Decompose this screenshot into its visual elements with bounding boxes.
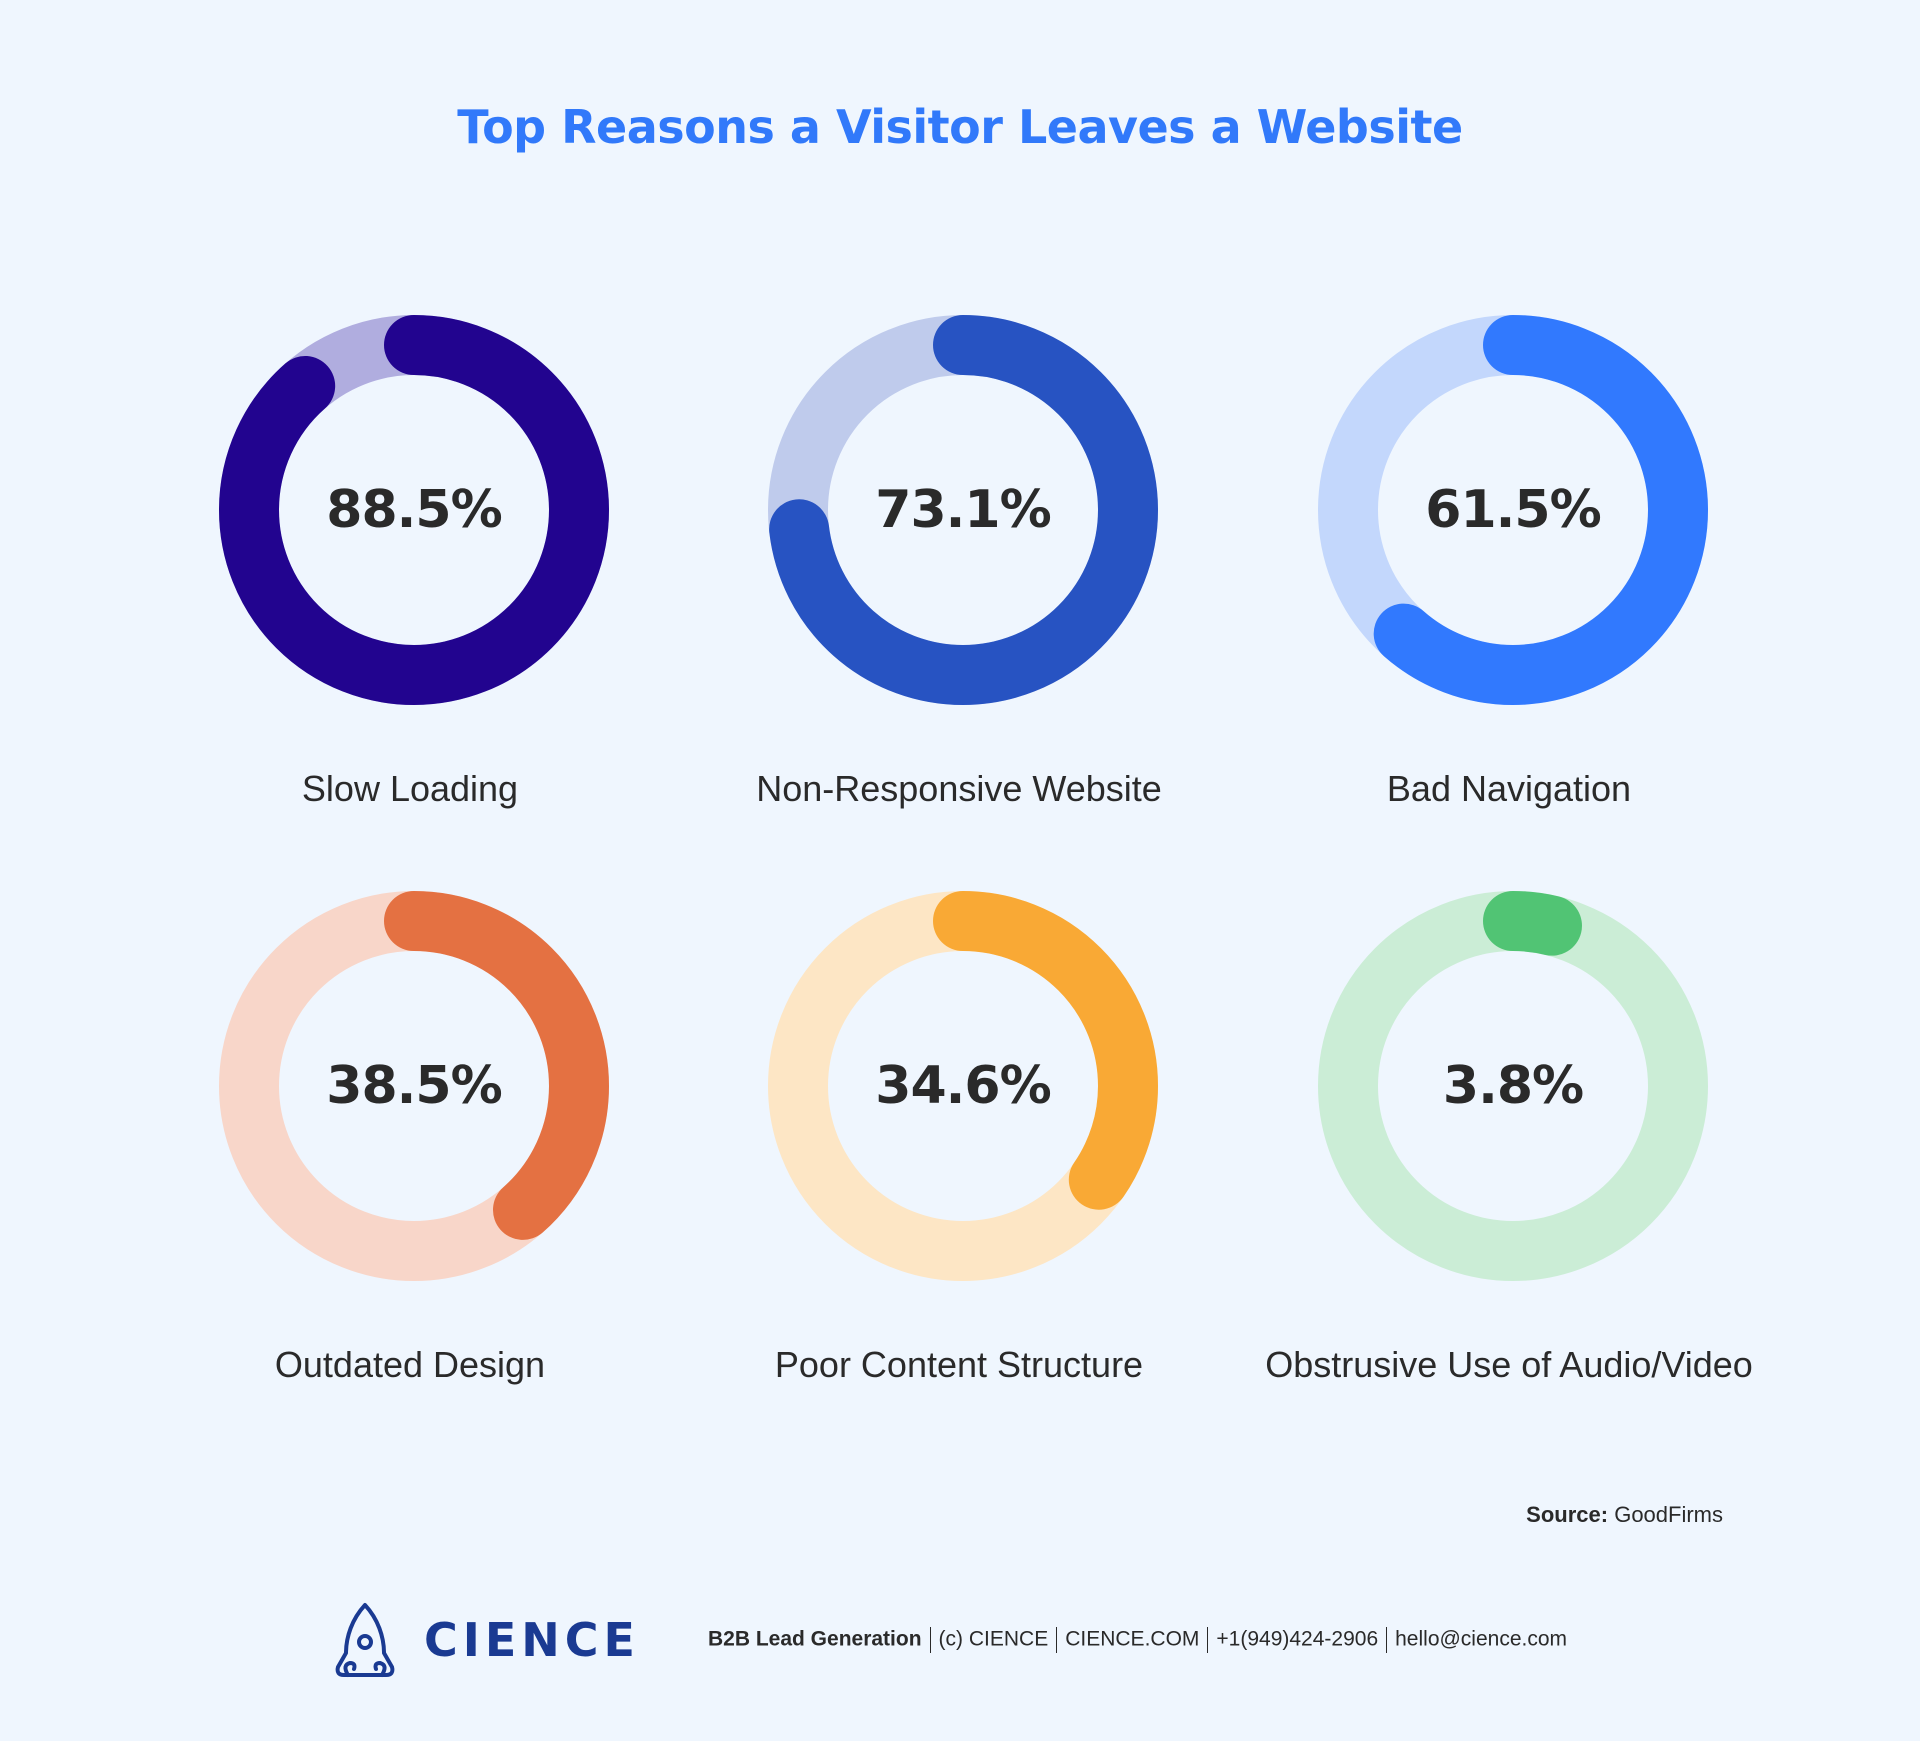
footer-phone[interactable]: +1(949)424-2906 <box>1216 1627 1379 1651</box>
footer: CIENCE B2B Lead Generation (c) CIENCE CIEN… <box>330 1600 1567 1680</box>
donut-ring-icon <box>1318 315 1708 705</box>
percent-value: 61.5% <box>1425 480 1601 540</box>
donut-ring-icon <box>768 315 1158 705</box>
percent-value: 3.8% <box>1442 1056 1584 1116</box>
percent-value: 88.5% <box>326 480 502 540</box>
brand-logo: CIENCE <box>330 1601 640 1679</box>
donut-outdated-design: 38.5% <box>214 886 614 1286</box>
divider <box>1207 1627 1209 1653</box>
donut-obstrusive-media: 3.8% <box>1313 886 1713 1286</box>
percent-value: 34.6% <box>875 1056 1051 1116</box>
label-poor-content: Poor Content Structure <box>774 1344 1144 1385</box>
percent-value: 38.5% <box>326 1056 502 1116</box>
rocket-icon <box>335 1603 395 1677</box>
donut-ring-icon <box>1318 891 1708 1281</box>
donut-ring-icon <box>768 891 1158 1281</box>
percent-value: 73.1% <box>875 480 1051 540</box>
label-outdated-design: Outdated Design <box>274 1344 546 1385</box>
source-note: Source: GoodFirms <box>1526 1502 1723 1528</box>
label-slow-loading: Slow Loading <box>301 768 519 809</box>
footer-info: B2B Lead Generation (c) CIENCE CIENCE.COM +… <box>708 1627 1567 1653</box>
source-name: GoodFirms <box>1614 1502 1723 1527</box>
label-non-responsive: Non-Responsive Website <box>756 768 1162 809</box>
donut-poor-content: 34.6% <box>763 886 1163 1286</box>
chart-title: Top Reasons a Visitor Leaves a Website <box>457 100 1463 154</box>
donut-ring-icon <box>219 891 609 1281</box>
footer-tagline: B2B Lead Generation <box>707 1627 922 1651</box>
label-bad-navigation: Bad Navigation <box>1386 768 1632 809</box>
donut-ring-icon <box>219 315 609 705</box>
divider <box>1386 1627 1388 1653</box>
source-prefix: Source: <box>1526 1502 1609 1527</box>
divider <box>929 1627 931 1653</box>
brand-name: CIENCE <box>424 1613 640 1667</box>
donut-non-responsive: 73.1% <box>763 310 1163 710</box>
footer-email-link[interactable]: hello@cience.com <box>1395 1627 1568 1651</box>
donut-slow-loading: 88.5% <box>214 310 614 710</box>
footer-copyright: (c) CIENCE <box>938 1627 1049 1651</box>
label-obstrusive-media: Obstrusive Use of Audio/Video <box>1265 1344 1753 1385</box>
donut-bad-navigation: 61.5% <box>1313 310 1713 710</box>
footer-website-link[interactable]: CIENCE.COM <box>1065 1627 1200 1651</box>
divider <box>1056 1627 1058 1653</box>
